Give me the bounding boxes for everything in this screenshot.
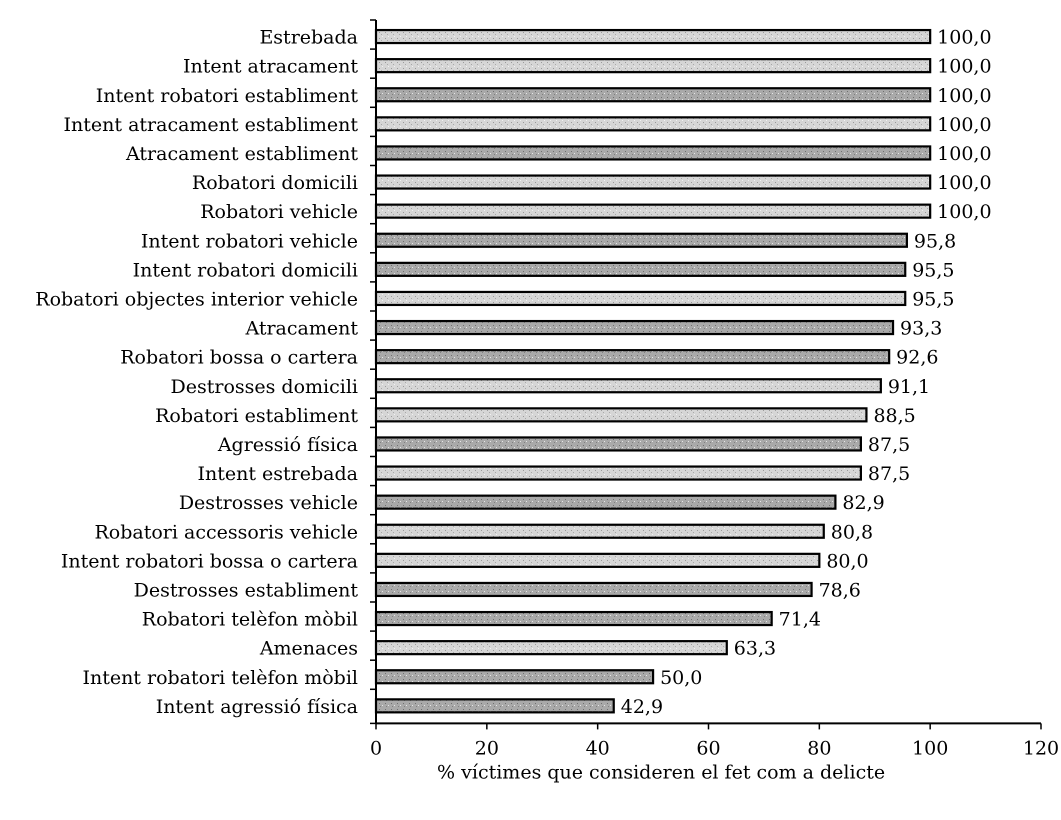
category-label: Robatori bossa o cartera xyxy=(120,347,358,369)
category-label: Destrosses establiment xyxy=(134,579,359,601)
category-label: Intent robatori vehicle xyxy=(141,230,358,252)
category-labels-group: Estrebada Intent atracament Intent robator… xyxy=(35,27,358,718)
bar xyxy=(374,640,728,656)
x-axis-title: % víctimes que consideren el fet com a d… xyxy=(437,761,885,783)
bar xyxy=(374,465,862,481)
x-tick-label: 60 xyxy=(696,737,720,759)
category-label: Robatori vehicle xyxy=(200,201,358,223)
bar xyxy=(374,87,932,103)
category-label: Intent robatori telèfon mòbil xyxy=(82,667,358,689)
data-label: 91,1 xyxy=(888,376,930,398)
category-label: Intent robatori establiment xyxy=(96,85,359,107)
data-label: 100,0 xyxy=(937,172,991,194)
data-label: 93,3 xyxy=(900,318,942,340)
data-label: 50,0 xyxy=(660,667,702,689)
data-label: 100,0 xyxy=(937,27,991,49)
category-label: Atracament establiment xyxy=(125,143,358,165)
bar xyxy=(374,145,932,161)
data-label: 100,0 xyxy=(937,85,991,107)
category-label: Destrosses vehicle xyxy=(179,492,358,514)
data-label: 100,0 xyxy=(937,56,991,78)
data-label: 95,8 xyxy=(914,230,956,252)
category-label: Intent atracament establiment xyxy=(64,114,359,136)
value-labels-group: 100,0 100,0 100,0 100,0 100,0 100,0 100,0 95,8 9… xyxy=(621,27,992,718)
data-label: 82,9 xyxy=(842,492,884,514)
bar xyxy=(374,58,932,74)
x-tick-label: 40 xyxy=(586,737,610,759)
bar xyxy=(374,610,773,627)
category-label: Robatori accessoris vehicle xyxy=(94,521,358,543)
data-label: 71,4 xyxy=(779,609,821,631)
data-label: 87,5 xyxy=(868,463,910,485)
bar xyxy=(374,290,907,307)
category-label: Agressió física xyxy=(217,434,358,456)
category-label: Amenaces xyxy=(259,638,358,660)
bar xyxy=(374,698,615,714)
bar xyxy=(374,378,882,394)
category-label: Destrosses domicili xyxy=(171,376,359,398)
data-label: 88,5 xyxy=(873,405,915,427)
category-label: Intent agressió física xyxy=(156,696,358,718)
x-tick-label: 20 xyxy=(475,737,499,759)
x-tick-label: 0 xyxy=(370,737,382,759)
data-label: 92,6 xyxy=(896,347,938,369)
bars-group xyxy=(374,28,932,714)
x-tick-label: 80 xyxy=(807,737,831,759)
data-label: 95,5 xyxy=(912,288,954,310)
data-label: 100,0 xyxy=(937,143,991,165)
bar xyxy=(374,28,932,45)
bar xyxy=(374,232,908,248)
data-label: 95,5 xyxy=(912,259,954,281)
data-label: 100,0 xyxy=(937,201,991,223)
bar xyxy=(374,436,862,452)
bar xyxy=(374,349,891,365)
category-label: Robatori objectes interior vehicle xyxy=(35,288,358,310)
category-label: Intent robatori bossa o cartera xyxy=(61,550,358,572)
category-label: Robatori domicili xyxy=(192,172,358,194)
category-label: Intent atracament xyxy=(183,56,358,78)
category-label: Intent robatori domicili xyxy=(133,259,358,281)
data-label: 78,6 xyxy=(819,579,861,601)
data-label: 42,9 xyxy=(621,696,663,718)
data-label: 100,0 xyxy=(937,114,991,136)
bar xyxy=(374,174,932,190)
category-label: Atracament xyxy=(244,318,358,340)
data-label: 63,3 xyxy=(734,638,776,660)
bar xyxy=(374,203,932,219)
axes-group: 0 20 40 60 80 100 120 xyxy=(370,19,1059,759)
x-tick-label: 120 xyxy=(1023,737,1059,759)
x-tick-label: 100 xyxy=(912,737,948,759)
category-label: Robatori establiment xyxy=(155,405,358,427)
data-label: 87,5 xyxy=(868,434,910,456)
bar xyxy=(374,116,932,132)
bar xyxy=(374,669,655,685)
data-label: 80,8 xyxy=(831,521,873,543)
bar xyxy=(374,552,821,568)
bar xyxy=(374,319,895,336)
data-label: 80,0 xyxy=(826,550,868,572)
bar xyxy=(374,523,825,539)
bar xyxy=(374,407,868,423)
category-label: Estrebada xyxy=(259,27,358,49)
bar xyxy=(374,261,907,277)
category-label: Robatori telèfon mòbil xyxy=(142,609,358,631)
category-label: Intent estrebada xyxy=(198,463,358,485)
bar xyxy=(374,581,813,598)
bar xyxy=(374,494,837,510)
